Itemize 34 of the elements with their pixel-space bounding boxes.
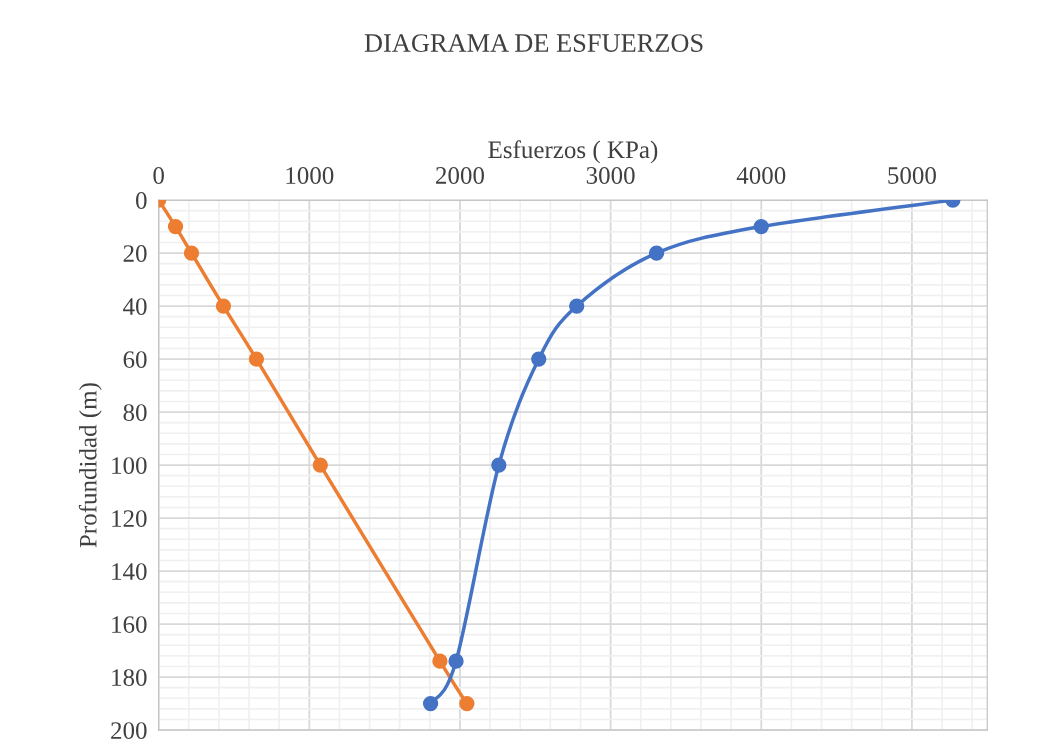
x-tick-label: 1000 [286,167,334,184]
point [569,298,585,314]
y-tick-label: 40 [123,298,147,315]
point [753,218,769,235]
y-tick-label: 20 [123,245,147,262]
point [648,245,665,261]
point [432,653,448,669]
point [183,245,200,261]
point [215,298,232,314]
point [491,457,507,473]
y-tick-label: 0 [136,192,147,209]
y-tick-label: 140 [112,563,147,580]
y-tick-label: 160 [112,616,147,633]
point [312,457,328,473]
y-tick-label: 120 [112,510,147,527]
y-tick-label: 80 [123,404,147,421]
point [167,218,184,235]
y-tick-label: 100 [112,457,147,474]
point [422,695,439,712]
x-tick-label: 4000 [736,167,786,184]
x-tick-label: 3000 [586,167,635,184]
y-tick-label: 200 [111,722,147,739]
y-tick-label: 180 [112,669,147,686]
chart-title: DIAGRAMA DE ESFUERZOS [364,34,703,52]
point [248,351,265,367]
x-tick-label: 2000 [436,167,484,184]
y-tick-label: 60 [123,351,147,368]
y-axis-title: Profundidad (m) [78,383,102,548]
x-axis-title: Esfuerzos ( KPa) [488,140,658,164]
x-tick-label: 5000 [888,167,936,184]
point [448,653,464,669]
x-tick-label: 0 [153,167,164,184]
point [459,695,475,712]
point [531,351,547,367]
